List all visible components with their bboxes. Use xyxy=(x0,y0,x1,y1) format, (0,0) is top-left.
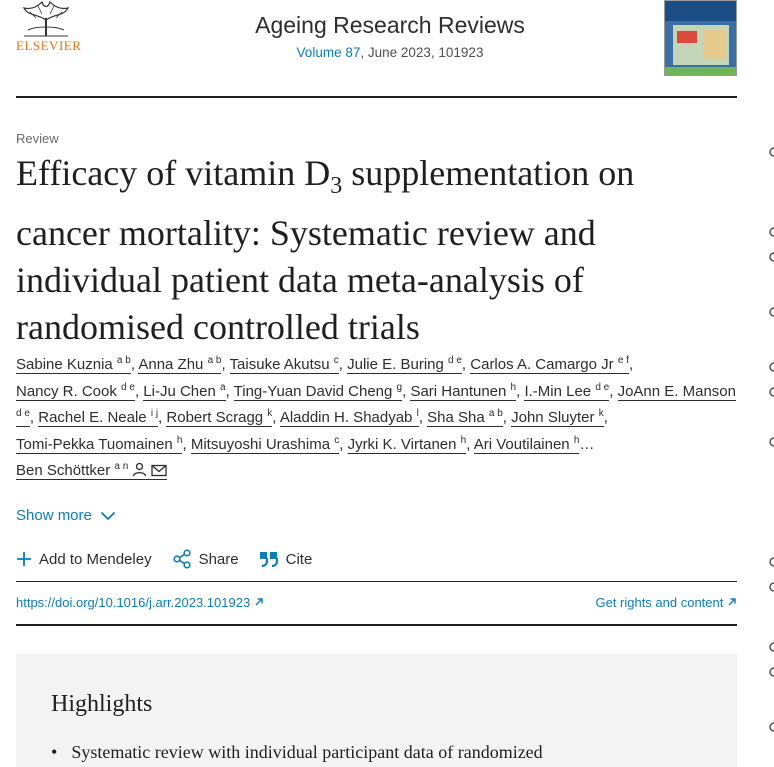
author-link[interactable]: Julie E. Buring d e xyxy=(347,355,462,374)
author-link[interactable]: Tomi-Pekka Tuomainen h xyxy=(16,434,183,454)
article-type: Review xyxy=(16,131,59,146)
author-link[interactable]: Aladdin H. Shadyab l xyxy=(279,408,419,427)
highlights-title: Highlights xyxy=(51,691,153,717)
envelope-icon xyxy=(151,464,167,477)
author-link[interactable]: Li-Ju Chen a xyxy=(143,381,226,401)
author-link[interactable]: Jyrki K. Virtanen h xyxy=(347,434,467,454)
share-button[interactable]: Share xyxy=(172,549,239,569)
person-icon xyxy=(133,462,147,477)
author-link[interactable]: Rachel E. Neale i j xyxy=(38,408,159,427)
author-link[interactable]: Sha Sha a b xyxy=(427,408,503,427)
mendeley-label: Add to Mendeley xyxy=(39,550,152,568)
share-icon xyxy=(172,549,191,569)
journal-issue: Volume 87, June 2023, 101923 xyxy=(160,45,620,60)
author-link[interactable]: Taisuke Akutsu c xyxy=(229,355,339,374)
cite-button[interactable]: Cite xyxy=(259,550,313,568)
author-link[interactable]: Anna Zhu a b xyxy=(138,355,222,374)
author-link[interactable]: Ting-Yuan David Cheng g xyxy=(233,381,403,401)
journal-cover-thumbnail[interactable] xyxy=(664,0,737,76)
author-link[interactable]: Carlos A. Camargo Jr e f xyxy=(470,355,629,374)
article-title: Efficacy of vitamin D3 supplementation o… xyxy=(16,153,635,348)
author-list: Sabine Kuznia a b, Anna Zhu a b, Taisuke… xyxy=(16,355,736,480)
issue-info: , June 2023, 101923 xyxy=(360,45,484,60)
author-ellipsis: … xyxy=(579,435,595,453)
author-link[interactable]: Ari Voutilainen h xyxy=(473,434,580,454)
plus-icon xyxy=(17,552,31,566)
doi-divider xyxy=(16,624,737,626)
actions-divider xyxy=(16,581,737,582)
author-link[interactable]: Robert Scragg k xyxy=(166,408,273,427)
quote-icon xyxy=(259,552,278,567)
cite-label: Cite xyxy=(285,550,313,568)
author-link[interactable]: Mitsuyoshi Urashima c xyxy=(190,434,340,454)
arrow-up-right-icon xyxy=(255,598,263,606)
share-label: Share xyxy=(198,550,239,568)
author-link[interactable]: Sabine Kuznia a b xyxy=(16,355,131,374)
add-to-mendeley-button[interactable]: Add to Mendeley xyxy=(16,551,152,568)
doi-link[interactable]: https://doi.org/10.1016/j.arr.2023.10192… xyxy=(16,595,264,610)
get-rights-link[interactable]: Get rights and content xyxy=(595,595,737,610)
volume-link[interactable]: Volume 87 xyxy=(296,45,361,60)
arrow-up-right-icon xyxy=(728,598,736,606)
author-link[interactable]: I.-Min Lee d e xyxy=(524,381,610,401)
author-link-corresponding[interactable]: Ben Schöttker a n xyxy=(16,462,168,480)
journal-title[interactable]: Ageing Research Reviews xyxy=(255,12,525,38)
author-link[interactable]: John Sluyter k xyxy=(511,408,604,427)
highlights-section: Highlights • Systematic review with indiv… xyxy=(16,654,737,767)
article-actions: Add to Mendeley Share Cite xyxy=(16,549,332,569)
chevron-down-icon xyxy=(100,511,116,520)
author-link[interactable]: JoAnn E. Manson d e xyxy=(16,382,736,427)
elsevier-tree-icon xyxy=(18,0,74,38)
show-more-label: Show more xyxy=(16,507,92,524)
highlight-item: • Systematic review with individual parti… xyxy=(51,742,543,762)
author-link[interactable]: Nancy R. Cook d e xyxy=(16,381,135,401)
elsevier-wordmark: ELSEVIER xyxy=(16,38,82,53)
show-more-button[interactable]: Show more xyxy=(16,507,116,524)
elsevier-logo[interactable]: ELSEVIER xyxy=(12,0,82,56)
journal-info: Ageing Research Reviews Volume 87, June … xyxy=(160,12,620,60)
journal-header: ELSEVIER Ageing Research Reviews Volume … xyxy=(0,0,774,98)
header-divider xyxy=(16,96,737,98)
author-link[interactable]: Sari Hantunen h xyxy=(410,381,517,401)
